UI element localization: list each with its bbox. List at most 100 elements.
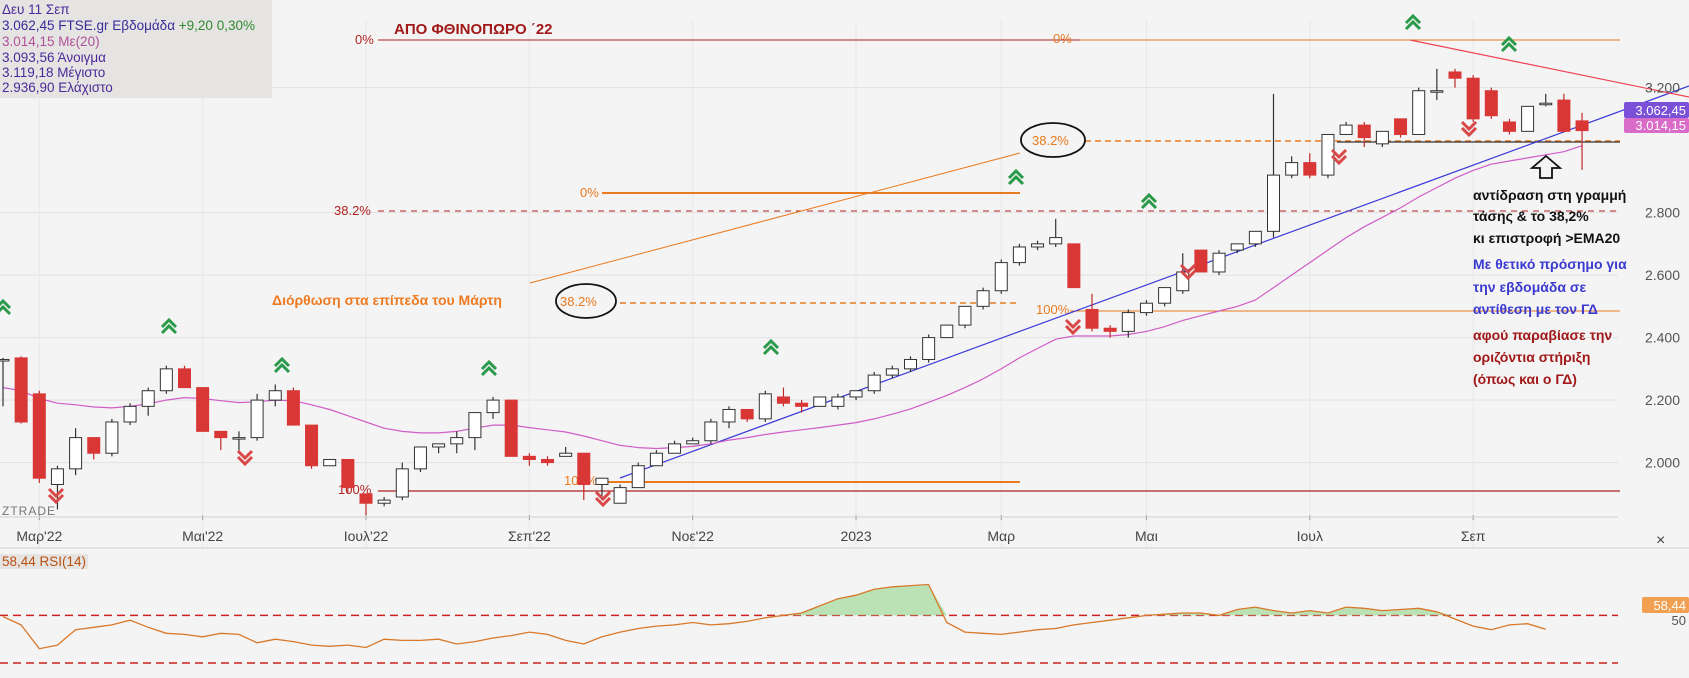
bull-candle bbox=[1121, 309, 1135, 338]
candle-body bbox=[922, 337, 936, 360]
candle-body bbox=[178, 368, 191, 389]
buy-signal-icon bbox=[762, 338, 780, 356]
fib-top-38-label: 38.2% bbox=[1032, 133, 1069, 148]
x-tick-label: Μαρ bbox=[987, 528, 1015, 544]
buy-signal-icon bbox=[1140, 192, 1158, 210]
bull-candle bbox=[1412, 87, 1426, 135]
bear-candle bbox=[1484, 87, 1498, 119]
bull-candle bbox=[976, 287, 990, 310]
x-tick-label: Σεπ bbox=[1461, 528, 1486, 544]
fibonacci-levels: 0%38.2%100%0%38.2%100%0%38.2%100% bbox=[334, 31, 1620, 497]
sell-signal-icon bbox=[236, 449, 254, 467]
candle-body bbox=[1248, 230, 1262, 245]
candle-body bbox=[268, 390, 282, 401]
rsi-overbought-fill bbox=[783, 584, 947, 616]
bull-candle bbox=[849, 390, 863, 401]
candle-body bbox=[341, 458, 355, 489]
candle-body bbox=[885, 368, 899, 376]
candle-body bbox=[159, 368, 173, 392]
x-tick-label: 2023 bbox=[840, 528, 871, 544]
chevron-stroke bbox=[1460, 126, 1478, 138]
grid bbox=[0, 20, 1618, 548]
annotation-broke-3: (όπως και ο ΓΔ) bbox=[1473, 371, 1577, 387]
candle-body bbox=[704, 421, 718, 442]
candle-body bbox=[776, 396, 790, 404]
candle-body bbox=[504, 399, 518, 457]
candle-body bbox=[1012, 246, 1026, 264]
bull-candle bbox=[432, 443, 446, 454]
bull-candle bbox=[958, 305, 972, 329]
candle-body bbox=[141, 390, 155, 407]
chevron-stroke bbox=[1330, 154, 1348, 166]
candle-body bbox=[904, 358, 917, 370]
open-line: 3.093,56 Άνοιγμα bbox=[2, 50, 106, 65]
chevron-stroke bbox=[47, 487, 65, 499]
candle-body bbox=[359, 493, 373, 504]
ema20-line bbox=[2, 145, 1583, 450]
bear-candle bbox=[341, 458, 355, 494]
bull-candle bbox=[1248, 230, 1262, 247]
candle-body bbox=[305, 424, 319, 467]
candle-body bbox=[214, 430, 228, 439]
candle-body bbox=[377, 499, 391, 504]
candle-body bbox=[595, 477, 609, 485]
bull-candle bbox=[885, 365, 899, 379]
uptrend-line bbox=[619, 85, 1689, 479]
bear-candle bbox=[196, 387, 210, 432]
bear-candle bbox=[286, 387, 300, 426]
candle-body bbox=[1430, 90, 1444, 93]
annotation-reaction-2: τάσης & το 38,2% bbox=[1473, 208, 1589, 224]
annotation-broke-1: αφού παραβίασε την bbox=[1473, 327, 1613, 343]
chevron-stroke bbox=[0, 304, 12, 316]
candle-body bbox=[1412, 90, 1426, 135]
bull-candle bbox=[105, 418, 119, 457]
watermark-logo: ZTRADE bbox=[2, 504, 56, 518]
chevron-stroke bbox=[1064, 318, 1082, 330]
chevron-stroke bbox=[1330, 148, 1348, 160]
fib-big-0-label: 0% bbox=[355, 32, 374, 47]
candle-body bbox=[196, 387, 210, 432]
candle-body bbox=[867, 374, 881, 392]
candle-body bbox=[123, 405, 137, 423]
annotation-positive-3: αντίθεση με τον ΓΔ bbox=[1473, 301, 1598, 317]
bear-candle bbox=[1085, 293, 1099, 332]
sell-signal-icon bbox=[1064, 318, 1082, 336]
chevron-stroke bbox=[1179, 269, 1197, 281]
chevron-stroke bbox=[762, 344, 780, 356]
annotation-positive-2: την εβδομάδα σε bbox=[1473, 279, 1587, 295]
chevron-stroke bbox=[1179, 263, 1197, 275]
highlight-ellipse-38 bbox=[555, 283, 617, 319]
sell-signal-icon bbox=[1460, 120, 1478, 138]
up-arrow-icon bbox=[1529, 154, 1563, 179]
bull-candle bbox=[867, 371, 881, 394]
candle-body bbox=[1031, 243, 1045, 248]
bull-candle bbox=[395, 462, 409, 501]
candle-body bbox=[32, 393, 46, 479]
date-label: Δευ 11 Σεπ bbox=[2, 2, 70, 17]
candle-body bbox=[1466, 77, 1480, 120]
bull-candle bbox=[559, 446, 573, 457]
rsi-indicator-label: 58,44 RSI(14) bbox=[0, 554, 89, 569]
bull-candle bbox=[159, 365, 173, 394]
bull-candle bbox=[1158, 287, 1172, 307]
candle-body bbox=[468, 412, 482, 439]
bear-candle bbox=[1394, 118, 1408, 138]
bear-candle bbox=[305, 424, 319, 469]
chevron-stroke bbox=[594, 496, 612, 508]
high-line: 3.119,18 Μέγιστο bbox=[2, 65, 106, 80]
close-rsi-button[interactable]: × bbox=[1656, 532, 1666, 549]
bull-candle bbox=[1049, 218, 1063, 247]
bear-candle bbox=[1357, 121, 1371, 147]
ma-line: 3.014,15 Με(20) bbox=[2, 34, 100, 49]
candle-body bbox=[940, 324, 954, 339]
bull-candle bbox=[631, 462, 645, 489]
candle-body bbox=[1539, 102, 1553, 106]
y-tick-label: 2.200 bbox=[1645, 392, 1680, 408]
candle-body bbox=[87, 437, 101, 454]
candle-body bbox=[395, 468, 409, 498]
rsi-value-badge bbox=[1642, 597, 1689, 613]
chevron-stroke bbox=[594, 490, 612, 502]
bear-candle bbox=[87, 437, 101, 460]
